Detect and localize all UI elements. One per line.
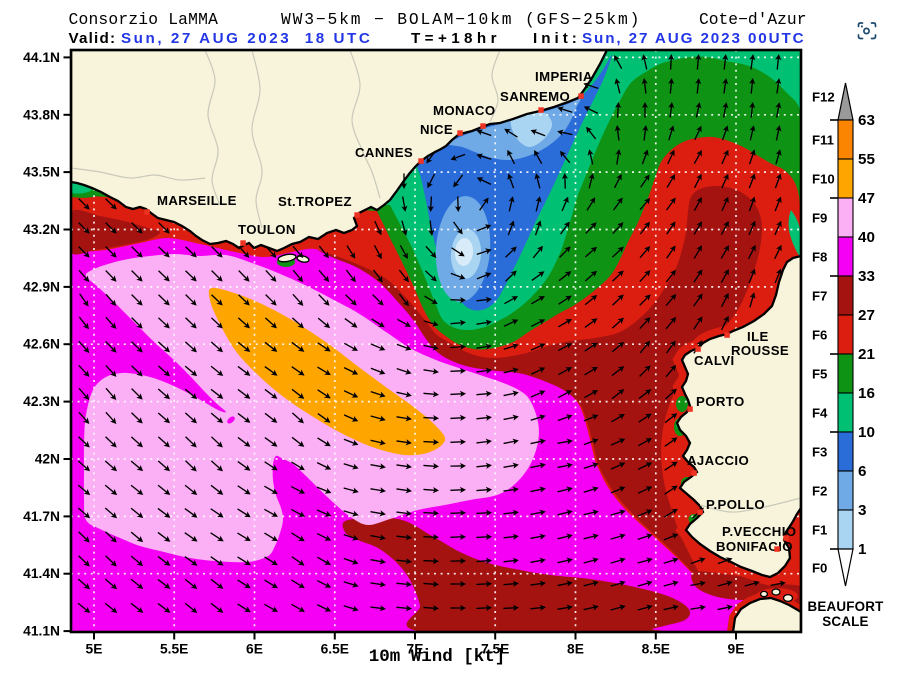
svg-text:43.5N: 43.5N <box>23 165 60 180</box>
svg-text:St.TROPEZ: St.TROPEZ <box>278 194 352 209</box>
svg-text:F7: F7 <box>812 289 827 304</box>
svg-text:Sun, 27 AUG 2023 18 UTC: Sun, 27 AUG 2023 18 UTC <box>121 30 372 47</box>
svg-text:F1: F1 <box>812 523 827 538</box>
svg-text:P.POLLO: P.POLLO <box>706 497 765 512</box>
svg-text:NICE: NICE <box>420 122 453 137</box>
svg-text:43.8N: 43.8N <box>23 107 60 122</box>
svg-text:CALVI: CALVI <box>694 353 735 368</box>
svg-text:F11: F11 <box>812 133 834 148</box>
svg-text:F4: F4 <box>812 406 828 421</box>
svg-text:Valid:: Valid: <box>69 30 117 47</box>
svg-text:ILE: ILE <box>747 329 769 344</box>
svg-text:42.9N: 42.9N <box>23 279 60 294</box>
svg-text:1: 1 <box>858 541 867 558</box>
svg-text:9E: 9E <box>728 642 745 657</box>
svg-text:21: 21 <box>858 346 875 363</box>
svg-text:6: 6 <box>858 463 866 480</box>
svg-text:5.5E: 5.5E <box>160 642 188 657</box>
svg-text:8.5E: 8.5E <box>642 642 670 657</box>
svg-text:F2: F2 <box>812 484 827 499</box>
svg-text:AJACCIO: AJACCIO <box>687 453 749 468</box>
svg-text:7.5E: 7.5E <box>481 642 509 657</box>
svg-text:3: 3 <box>858 502 866 519</box>
svg-text:F3: F3 <box>812 445 827 460</box>
svg-text:33: 33 <box>858 268 875 285</box>
svg-text:5E: 5E <box>86 642 103 657</box>
svg-text:42.3N: 42.3N <box>23 394 60 409</box>
svg-text:SCALE: SCALE <box>822 614 868 629</box>
svg-text:F8: F8 <box>812 250 827 265</box>
svg-text:41.1N: 41.1N <box>23 624 60 639</box>
svg-text:47: 47 <box>858 190 875 207</box>
svg-text:Cote−d'Azur: Cote−d'Azur <box>699 10 806 29</box>
svg-text:BONIFACIO: BONIFACIO <box>716 539 793 554</box>
svg-text:Init:: Init: <box>533 30 581 47</box>
svg-text:TOULON: TOULON <box>238 222 296 237</box>
svg-text:F12: F12 <box>812 90 835 105</box>
svg-text:6.5E: 6.5E <box>321 642 349 657</box>
svg-text:44.1N: 44.1N <box>23 50 60 65</box>
svg-text:WW3−5km − BOLAM−10km (GFS−25km: WW3−5km − BOLAM−10km (GFS−25km) <box>281 10 641 29</box>
svg-text:T=+18hr: T=+18hr <box>411 30 501 47</box>
svg-text:8E: 8E <box>567 642 584 657</box>
svg-text:10m Wind [kt]: 10m Wind [kt] <box>369 647 506 667</box>
svg-text:F6: F6 <box>812 328 827 343</box>
svg-text:MARSEILLE: MARSEILLE <box>157 193 237 208</box>
svg-text:F10: F10 <box>812 172 835 187</box>
svg-text:7E: 7E <box>407 642 424 657</box>
svg-text:63: 63 <box>858 112 875 129</box>
svg-text:CANNES: CANNES <box>355 145 413 160</box>
svg-text:Consorzio LaMMA: Consorzio LaMMA <box>69 10 219 29</box>
svg-text:IMPERIA: IMPERIA <box>535 69 593 84</box>
svg-text:SANREMO: SANREMO <box>500 89 570 104</box>
svg-text:F5: F5 <box>812 367 827 382</box>
svg-text:PORTO: PORTO <box>696 394 745 409</box>
svg-text:41.7N: 41.7N <box>23 509 60 524</box>
svg-text:Sun, 27 AUG 2023 00UTC: Sun, 27 AUG 2023 00UTC <box>582 30 806 47</box>
svg-text:27: 27 <box>858 307 875 324</box>
svg-text:F9: F9 <box>812 211 827 226</box>
svg-text:10: 10 <box>858 424 875 441</box>
svg-text:BEAUFORT: BEAUFORT <box>808 599 885 614</box>
svg-text:42N: 42N <box>35 452 60 467</box>
svg-text:16: 16 <box>858 385 875 402</box>
svg-text:ROUSSE: ROUSSE <box>731 343 789 358</box>
svg-text:F0: F0 <box>812 561 827 576</box>
svg-text:42.6N: 42.6N <box>23 337 60 352</box>
svg-text:43.2N: 43.2N <box>23 222 60 237</box>
svg-text:MONACO: MONACO <box>433 103 495 118</box>
svg-text:6E: 6E <box>246 642 263 657</box>
svg-text:55: 55 <box>858 151 875 168</box>
svg-text:40: 40 <box>858 229 875 246</box>
svg-text:P.VECCHIO: P.VECCHIO <box>722 524 796 539</box>
svg-text:41.4N: 41.4N <box>23 566 60 581</box>
